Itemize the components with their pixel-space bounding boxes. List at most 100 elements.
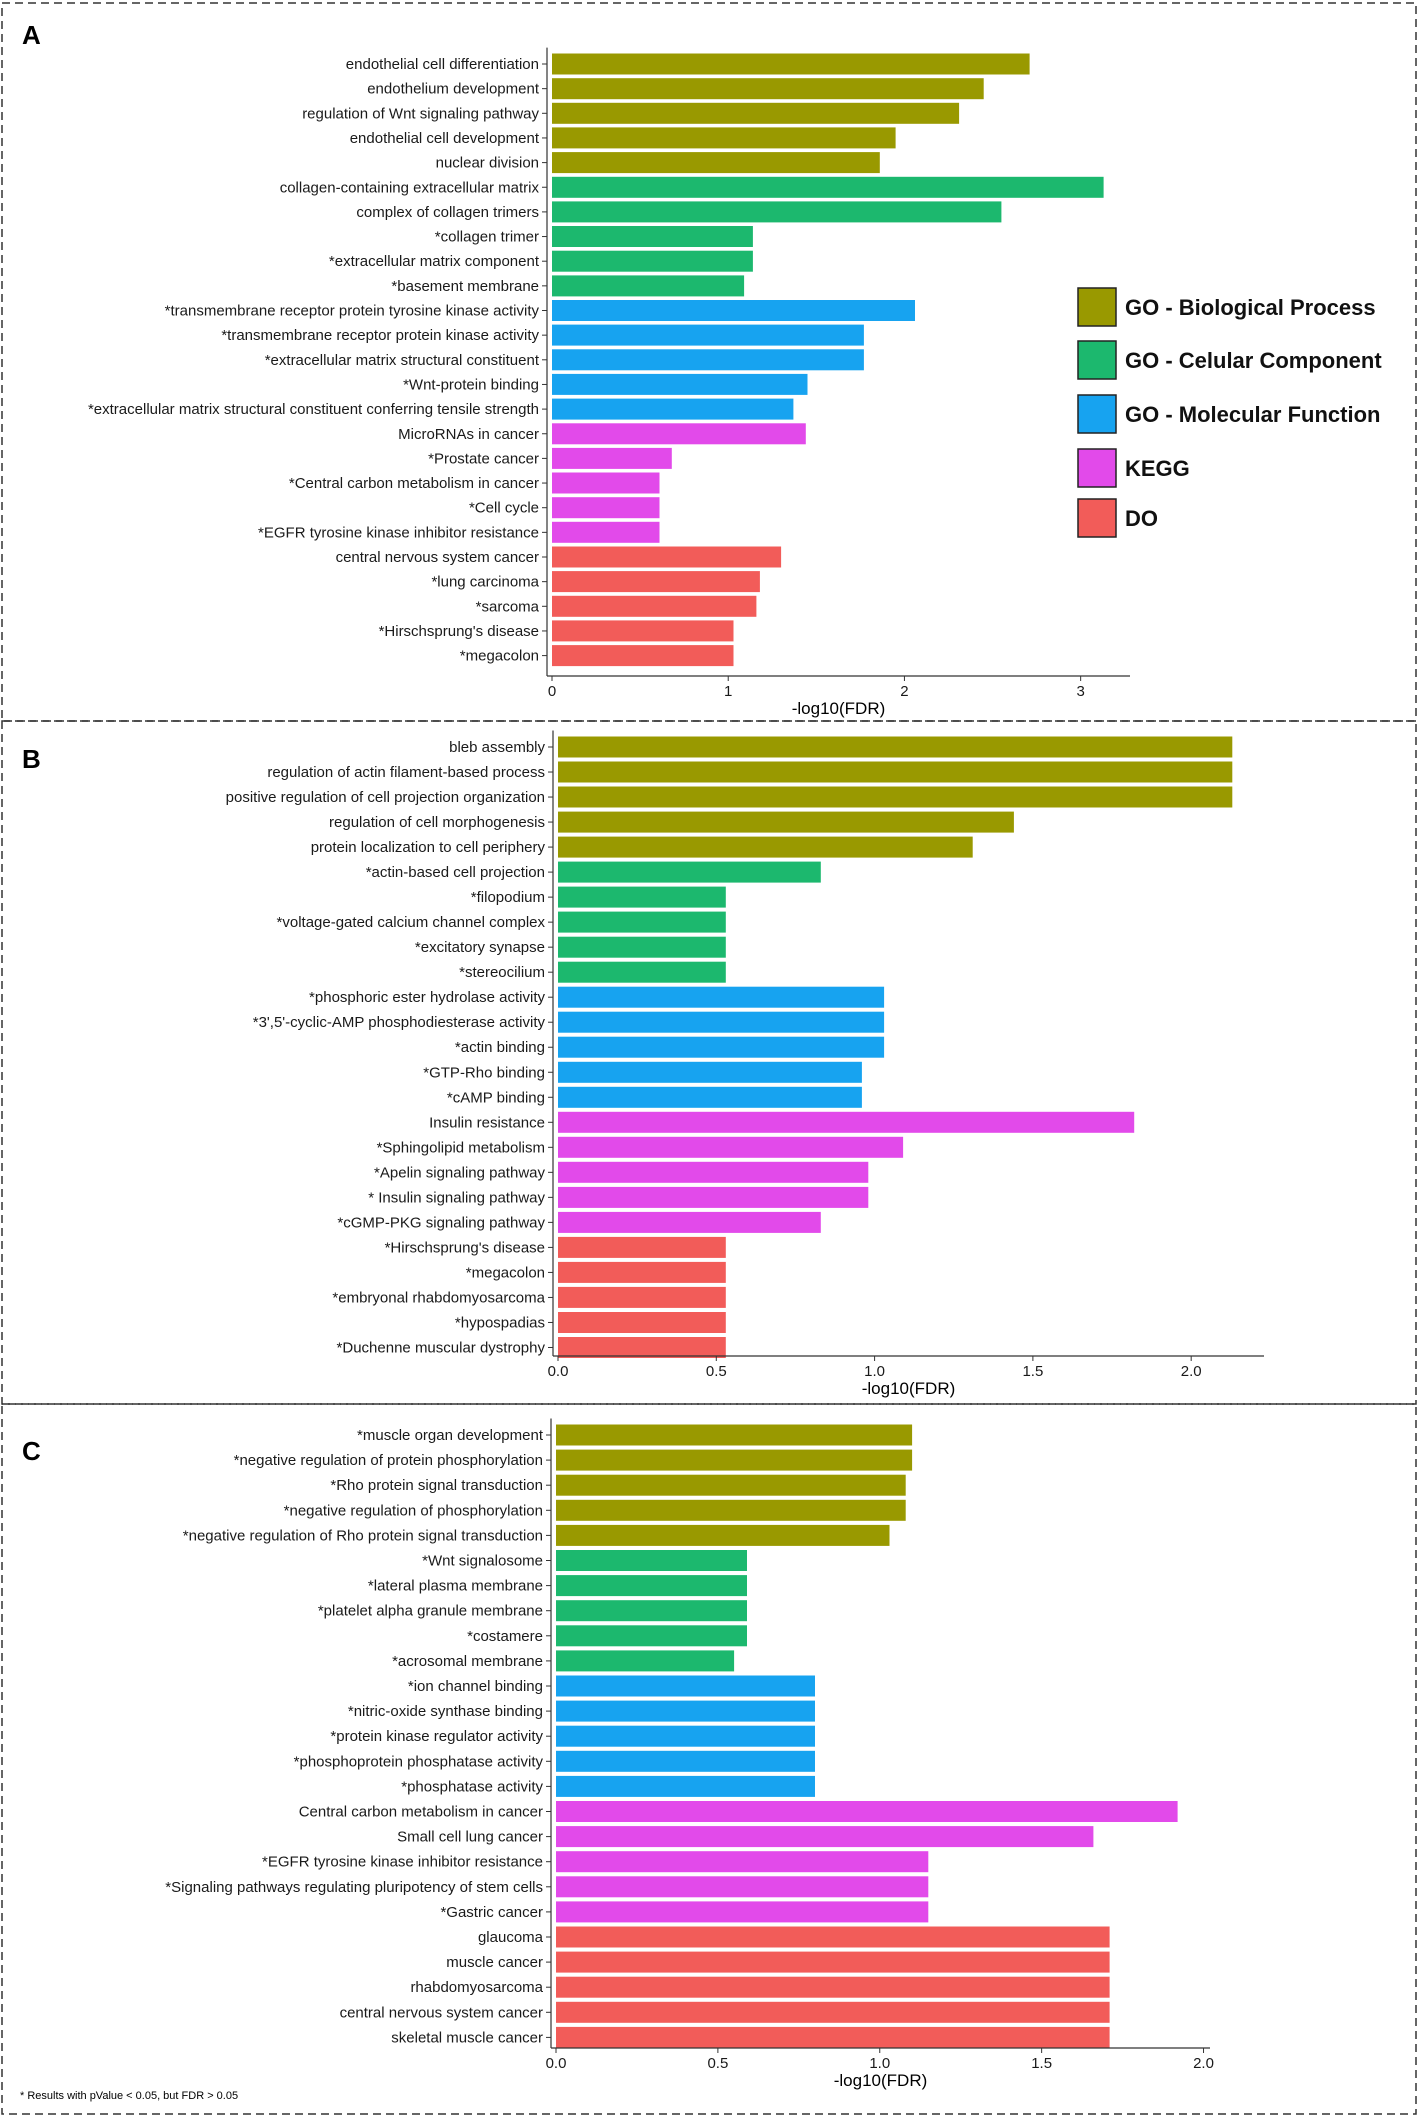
bar (552, 398, 794, 420)
bar (552, 275, 745, 297)
category-label: *voltage-gated calcium channel complex (277, 914, 546, 931)
legend: GO - Biological Process GO - Celular Comp… (1077, 287, 1382, 538)
legend-label: GO - Biological Process (1125, 295, 1376, 320)
category-label: *nitric-oxide synthase binding (348, 1703, 543, 1720)
bar (558, 1086, 862, 1108)
panel-letter-c: C (22, 1436, 41, 1466)
bar (556, 2026, 1110, 2048)
bar (552, 521, 660, 543)
bar (552, 250, 753, 272)
category-label: *EGFR tyrosine kinase inhibitor resistan… (262, 1854, 543, 1871)
category-label: endothelial cell development (350, 130, 540, 147)
category-label: *protein kinase regulator activity (330, 1728, 543, 1745)
category-label: *ion channel binding (408, 1678, 543, 1695)
bar (558, 936, 726, 958)
bar (552, 176, 1104, 198)
category-label: *extracellular matrix structural constit… (265, 352, 540, 369)
category-label: complex of collagen trimers (356, 204, 539, 221)
category-label: *extracellular matrix structural constit… (88, 401, 539, 418)
category-label: *actin binding (455, 1039, 545, 1056)
bar (558, 1161, 869, 1183)
category-label: *transmembrane receptor protein tyrosine… (165, 303, 540, 320)
bar (556, 1725, 815, 1747)
bar (556, 1926, 1110, 1948)
x-tick-label: 0.0 (548, 1363, 569, 1380)
x-axis-title: -log10(FDR) (862, 1379, 956, 1398)
category-label: *hypospadias (455, 1314, 545, 1331)
footnote: * Results with pValue < 0.05, but FDR > … (20, 2090, 238, 2102)
category-label: *collagen trimer (435, 229, 539, 246)
x-tick-label: 1.5 (1031, 2055, 1052, 2072)
bar (558, 911, 726, 933)
category-label: *Cell cycle (469, 500, 539, 517)
category-label: *negative regulation of Rho protein sign… (183, 1527, 543, 1544)
category-label: *costamere (467, 1628, 543, 1645)
bar (552, 226, 753, 247)
category-label: *GTP-Rho binding (423, 1064, 545, 1081)
bar (556, 1826, 1094, 1848)
legend-swatch (1077, 340, 1117, 380)
x-tick-label: 2 (900, 683, 908, 700)
x-tick-label: 0.5 (707, 2055, 728, 2072)
bar (552, 620, 734, 642)
category-label: endothelium development (367, 81, 540, 98)
category-label: *Apelin signaling pathway (374, 1164, 545, 1181)
legend-label: KEGG (1125, 456, 1190, 481)
x-axis-title: -log10(FDR) (792, 699, 886, 718)
legend-label: GO - Molecular Function (1125, 402, 1380, 427)
category-label: muscle cancer (446, 1954, 543, 1971)
bar (552, 595, 757, 617)
bar (552, 78, 984, 100)
category-label: regulation of cell morphogenesis (329, 814, 545, 831)
bar (556, 1851, 929, 1873)
x-tick-label: 0.5 (706, 1363, 727, 1380)
category-label: *excitatory synapse (415, 939, 545, 956)
legend-swatch (1077, 448, 1117, 488)
bar (556, 1801, 1178, 1822)
bar (556, 1675, 815, 1697)
category-label: positive regulation of cell projection o… (226, 789, 545, 806)
bar (558, 1337, 726, 1358)
x-tick-label: 1 (724, 683, 732, 700)
bar (552, 53, 1030, 75)
bar (558, 1186, 869, 1208)
category-label: *Prostate cancer (428, 450, 539, 467)
category-label: Small cell lung cancer (397, 1829, 543, 1846)
bar (556, 1524, 890, 1546)
bar (558, 836, 973, 858)
category-label: *negative regulation of protein phosphor… (234, 1452, 543, 1469)
bar (552, 127, 896, 149)
legend-swatch (1077, 394, 1117, 434)
category-label: * Insulin signaling pathway (368, 1189, 545, 1206)
category-label: *cAMP binding (447, 1089, 545, 1106)
x-tick-label: 2.0 (1181, 1363, 1202, 1380)
category-label: glaucoma (478, 1929, 544, 1946)
category-label: *filopodium (471, 889, 545, 906)
category-label: Insulin resistance (429, 1114, 545, 1131)
x-tick-label: 1.5 (1022, 1363, 1043, 1380)
category-label: collagen-containing extracellular matrix (280, 179, 540, 196)
bar (558, 736, 1233, 758)
bar (556, 1575, 747, 1597)
bar (558, 761, 1233, 783)
x-tick-label: 3 (1076, 683, 1084, 700)
bar (556, 1550, 747, 1571)
bar (556, 1625, 747, 1647)
bar (558, 1236, 726, 1258)
bar (552, 300, 915, 321)
category-label: *platelet alpha granule membrane (318, 1603, 543, 1620)
bar (558, 811, 1014, 833)
legend-swatch (1077, 498, 1117, 538)
category-label: *lung carcinoma (431, 574, 539, 591)
bar (556, 1424, 913, 1446)
category-label: *basement membrane (391, 278, 539, 295)
bar (552, 324, 864, 346)
category-label: regulation of actin filament-based proce… (267, 764, 545, 781)
category-label: endothelial cell differentiation (346, 56, 539, 73)
category-label: *megacolon (460, 648, 539, 665)
panel-c-chart: C *muscle organ development *negative regu… (22, 1418, 1214, 2090)
bar (552, 152, 880, 174)
category-label: regulation of Wnt signaling pathway (302, 105, 539, 122)
category-label: skeletal muscle cancer (391, 2029, 543, 2046)
category-label: *Hirschsprung's disease (379, 623, 539, 640)
